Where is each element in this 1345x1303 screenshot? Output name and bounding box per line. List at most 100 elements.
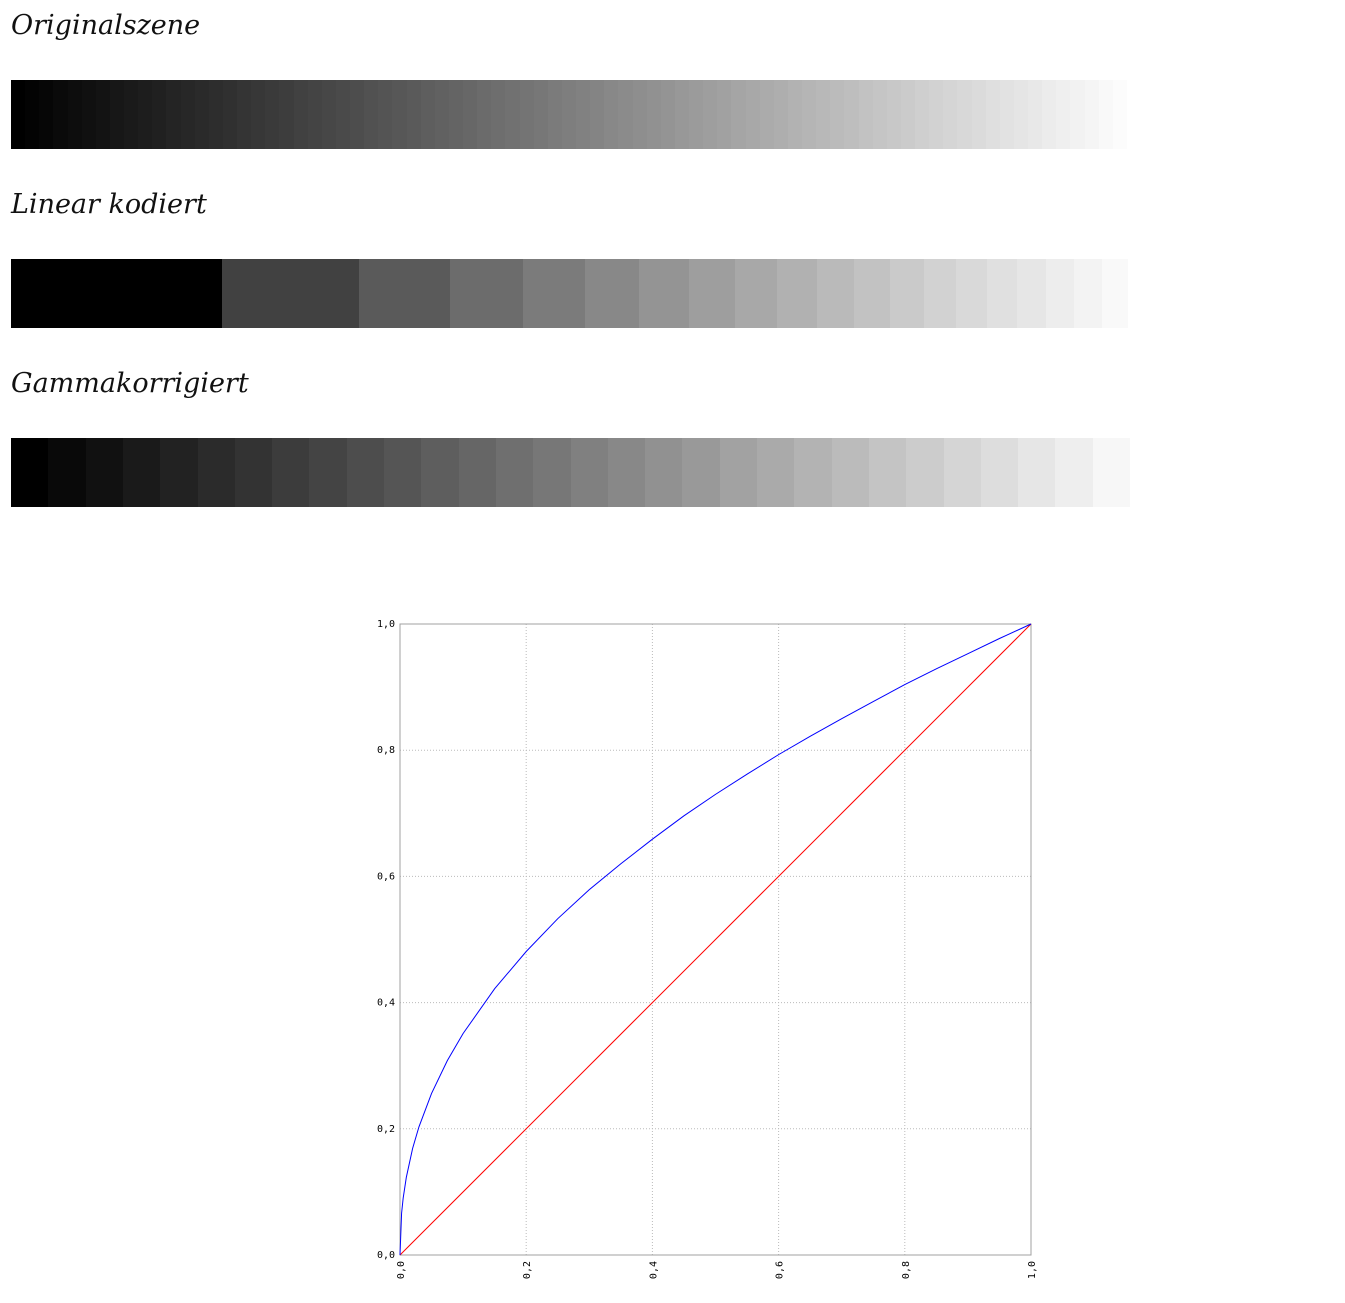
original-band-cell [1000,80,1015,149]
original-band-cell [774,80,789,149]
original-band-cell [407,80,422,149]
original-band-cell [1014,80,1029,149]
y-tick-label: 0,4 [377,998,395,1009]
linear-band-cell [890,259,925,328]
original-band-cell [421,80,436,149]
original-band-cell [943,80,958,149]
gamma-band-cell [86,438,124,507]
gamma-band-cell [235,438,273,507]
linear-band-cell [924,259,957,328]
gradient-strip-linear [11,259,1141,328]
original-band-cell [1070,80,1086,149]
original-band-cell [25,80,40,149]
gamma-curve-chart: 0,0 0,2 0,4 0,6 0,8 1,0 0,0 0,2 0,4 0,6 0,8 1,0 [360,610,1060,1300]
original-band-cell [1028,80,1043,149]
original-band-cell [830,80,845,149]
y-tick-label: 0,2 [377,1124,395,1135]
gamma-band-cell [757,438,795,507]
original-band-cell [82,80,97,149]
original-band-cell [901,80,916,149]
original-band-cell [392,80,408,149]
original-band-cell [1056,80,1071,149]
gamma-band-cell [272,438,310,507]
linear-band-cell [11,259,223,328]
original-band-cell [364,80,379,149]
original-band-cell [986,80,1001,149]
original-band-cell [1127,80,1141,149]
original-band-cell [731,80,747,149]
gamma-band-cell [11,438,49,507]
original-band-cell [251,80,266,149]
original-band-cell [39,80,54,149]
original-band-cell [604,80,619,149]
gamma-band-cell [720,438,758,507]
original-band-cell [929,80,944,149]
original-band-cell [873,80,888,149]
original-band-cell [675,80,690,149]
heading-linear-coded: Linear kodiert [11,189,207,220]
linear-band-cell [1128,259,1141,328]
original-band-cell [859,80,874,149]
linear-band-cell [1074,259,1103,328]
gamma-band-cell [496,438,534,507]
x-tick-label: 0,4 [648,1261,659,1279]
original-band-cell [209,80,224,149]
linear-band-cell [222,259,360,328]
original-band-cell [1113,80,1128,149]
gamma-band-cell [533,438,572,507]
original-band-cell [844,80,860,149]
y-tick-label: 0,6 [377,871,395,882]
x-tick-label: 0,8 [901,1261,912,1279]
original-band-cell [138,80,153,149]
original-band-cell [788,80,803,149]
original-band-cell [520,80,535,149]
gamma-band-cell [869,438,907,507]
gradient-strip-gamma [11,438,1130,507]
plot-frame [399,623,1032,1256]
original-band-cell [435,80,450,149]
linear-band-cell [987,259,1018,328]
gamma-band-cell [309,438,348,507]
original-band-cell [887,80,902,149]
original-band-cell [548,80,563,149]
y-tick-label: 0,0 [377,1250,395,1261]
original-band-cell [124,80,139,149]
x-tick-label: 1,0 [1027,1261,1038,1279]
original-band-cell [717,80,732,149]
original-band-cell [110,80,125,149]
chart-svg: 0,0 0,2 0,4 0,6 0,8 1,0 0,0 0,2 0,4 0,6 0,8 1,0 [377,619,1038,1279]
original-band-cell [463,80,478,149]
gamma-band-cell [944,438,982,507]
heading-gamma-corrected: Gammakorrigiert [11,368,249,399]
original-band-cell [915,80,930,149]
original-band-cell [491,80,506,149]
linear-band-cell [1102,259,1129,328]
x-tick-label: 0,6 [775,1261,786,1279]
original-band-cell [195,80,210,149]
heading-original-scene: Originalszene [11,10,201,41]
original-band-cell [350,80,365,149]
linear-band-cell [585,259,640,328]
original-band-cell [534,80,549,149]
gamma-band-cell [1018,438,1056,507]
original-band-cell [223,80,238,149]
linear-band-cell [817,259,855,328]
gamma-band-cell [682,438,721,507]
original-band-cell [449,80,464,149]
gamma-band-cell [645,438,683,507]
original-band-cell [505,80,521,149]
gamma-band-cell [198,438,236,507]
original-band-cell [53,80,69,149]
linear-band-cell [639,259,690,328]
original-band-cell [322,80,337,149]
original-band-cell [152,80,167,149]
original-band-cell [703,80,718,149]
gamma-band-cell [160,438,199,507]
gamma-band-cell [459,438,497,507]
y-tick-label: 0,8 [377,745,395,756]
linear-band-cell [777,259,818,328]
gamma-band-cell [981,438,1019,507]
original-band-cell [294,80,309,149]
original-band-cell [746,80,761,149]
linear-band-cell [523,259,586,328]
